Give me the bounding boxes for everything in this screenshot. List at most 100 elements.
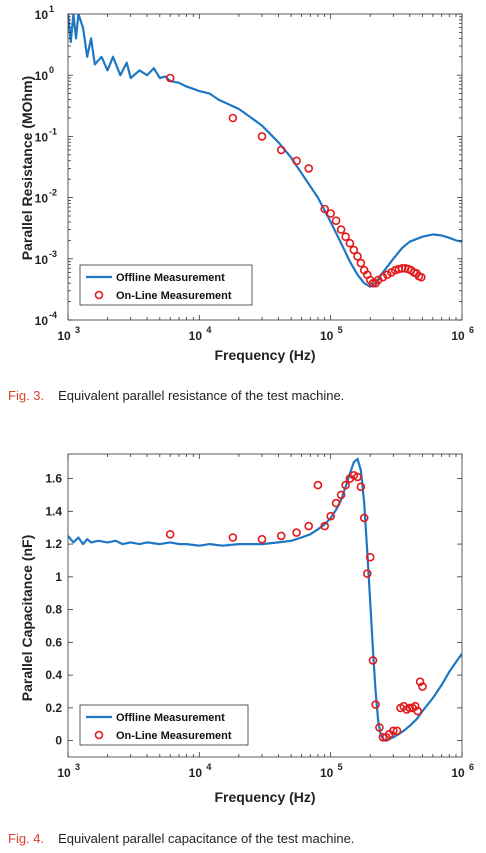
y-tick-exponent: -3: [49, 249, 57, 259]
online-measurement-point: [356, 258, 366, 268]
online-measurement-point: [313, 480, 323, 490]
y-tick-label: 0.4: [45, 668, 62, 682]
y-tick-exponent: -2: [49, 188, 57, 198]
online-measurement-point: [326, 209, 336, 218]
online-measurement-point: [365, 552, 375, 562]
online-measurement-point: [341, 480, 350, 490]
figure-caption-3: Fig. 3. Equivalent parallel resistance of…: [8, 388, 344, 403]
plot-frame: [67, 13, 463, 321]
online-measurement-point: [362, 569, 372, 578]
x-tick-label: 10: [320, 766, 334, 780]
x-tick-label: 10: [189, 329, 203, 343]
online-measurement-point: [353, 251, 362, 261]
online-measurement-point: [388, 726, 398, 736]
caption-label: Fig. 3.: [8, 388, 45, 403]
y-tick-exponent: 1: [49, 4, 54, 14]
online-measurement-point: [353, 472, 362, 482]
y-axis-label: Parallel Resistance (MOhm): [19, 76, 35, 260]
legend: Offline Measurement On-Line Measurement: [79, 704, 249, 746]
legend: Offline Measurement On-Line Measurement: [79, 264, 253, 306]
figure-caption-4: Fig. 4. Equivalent parallel capacitance o…: [8, 831, 354, 846]
online-measurement-point: [345, 238, 355, 248]
y-tick-label: 0.2: [45, 701, 62, 715]
x-tick-label: 10: [451, 329, 465, 343]
online-measurement-point: [304, 521, 314, 531]
y-tick-label: 1.2: [45, 537, 62, 551]
x-tick-label: 10: [189, 766, 203, 780]
online-measurement-point: [336, 225, 346, 234]
x-tick-exponent: 4: [206, 325, 211, 335]
online-measurement-point: [392, 726, 402, 736]
y-tick-label: 10: [35, 8, 49, 22]
y-tick-label: 0: [55, 734, 62, 748]
online-measurement-point: [368, 656, 378, 665]
online-measurement-point: [257, 534, 267, 544]
online-measurement-point: [326, 511, 336, 521]
x-tick-exponent: 3: [75, 762, 80, 772]
online-measurement-point: [359, 513, 369, 523]
online-measurement-point: [375, 723, 384, 732]
y-tick-label: 1.4: [45, 504, 62, 518]
plot-frame: [67, 453, 463, 758]
y-tick-exponent: 0: [49, 65, 54, 75]
caption-text: Equivalent parallel resistance of the te…: [58, 388, 345, 403]
online-measurement-point: [341, 232, 350, 241]
online-measurement-point: [320, 204, 330, 214]
y-tick-label: 10: [35, 192, 49, 206]
online-measurement-point: [228, 533, 238, 542]
caption-label: Fig. 4.: [8, 831, 45, 846]
x-axis-label: Frequency (Hz): [214, 789, 315, 805]
legend-online-label: On-Line Measurement: [116, 730, 232, 742]
legend-offline-label: Offline Measurement: [116, 712, 225, 724]
resistance-chart: 10 3 10 4 10 5 10 610 -410 -310 -210 -110 010 1 Frequ…: [19, 4, 474, 363]
legend-offline-label: Offline Measurement: [116, 272, 225, 284]
x-tick-exponent: 3: [75, 325, 80, 335]
online-measurement-point: [276, 531, 286, 541]
offline-measurement-line: [68, 14, 462, 288]
x-tick-exponent: 6: [469, 325, 474, 335]
legend-online-marker: [94, 290, 104, 300]
legend-online-label: On-Line Measurement: [116, 290, 232, 302]
y-tick-label: 0.8: [45, 603, 62, 617]
caption-text: Equivalent parallel capacitance of the t…: [58, 831, 355, 846]
online-measurement-point: [336, 490, 346, 500]
x-tick-label: 10: [57, 329, 71, 343]
y-axis-label: Parallel Capacitance (nF): [19, 535, 35, 702]
y-tick-label: 10: [35, 314, 49, 328]
online-measurement-point: [320, 521, 330, 531]
online-measurement-point: [165, 530, 175, 539]
online-measurement-point: [292, 528, 301, 537]
online-measurement-point: [349, 245, 359, 255]
online-measurement-point: [378, 732, 388, 742]
online-measurement-point: [405, 703, 415, 713]
y-tick-exponent: -4: [49, 310, 57, 320]
online-measurement-point: [331, 216, 341, 225]
x-tick-exponent: 4: [206, 762, 211, 772]
online-measurement-point: [304, 164, 314, 173]
y-tick-label: 10: [35, 130, 49, 144]
y-tick-label: 1.6: [45, 472, 62, 486]
y-tick-label: 10: [35, 69, 49, 83]
x-tick-exponent: 5: [338, 762, 343, 772]
online-measurement-point: [331, 498, 341, 508]
online-measurement-point: [356, 482, 366, 492]
online-measurement-point: [413, 706, 423, 716]
online-measurement-point: [257, 132, 267, 141]
online-measurement-point: [371, 700, 380, 709]
x-axis-label: Frequency (Hz): [214, 347, 315, 363]
y-tick-exponent: -1: [49, 126, 57, 136]
online-measurement-point: [292, 156, 301, 166]
y-tick-label: 10: [35, 253, 49, 267]
y-tick-label: 1: [55, 570, 62, 584]
legend-online-marker: [94, 730, 104, 740]
online-measurement-point: [378, 272, 388, 282]
online-measurement-point: [276, 145, 286, 155]
x-tick-label: 10: [320, 329, 334, 343]
offline-measurement-line: [68, 457, 462, 742]
x-tick-exponent: 5: [338, 325, 343, 335]
x-tick-exponent: 6: [469, 762, 474, 772]
online-measurement-point: [415, 677, 425, 686]
x-tick-label: 10: [451, 766, 465, 780]
online-measurement-point: [165, 73, 175, 83]
capacitance-chart: 10 3 10 4 10 5 10 600.20.40.60.811.21.41.6 Freq…: [19, 453, 474, 805]
